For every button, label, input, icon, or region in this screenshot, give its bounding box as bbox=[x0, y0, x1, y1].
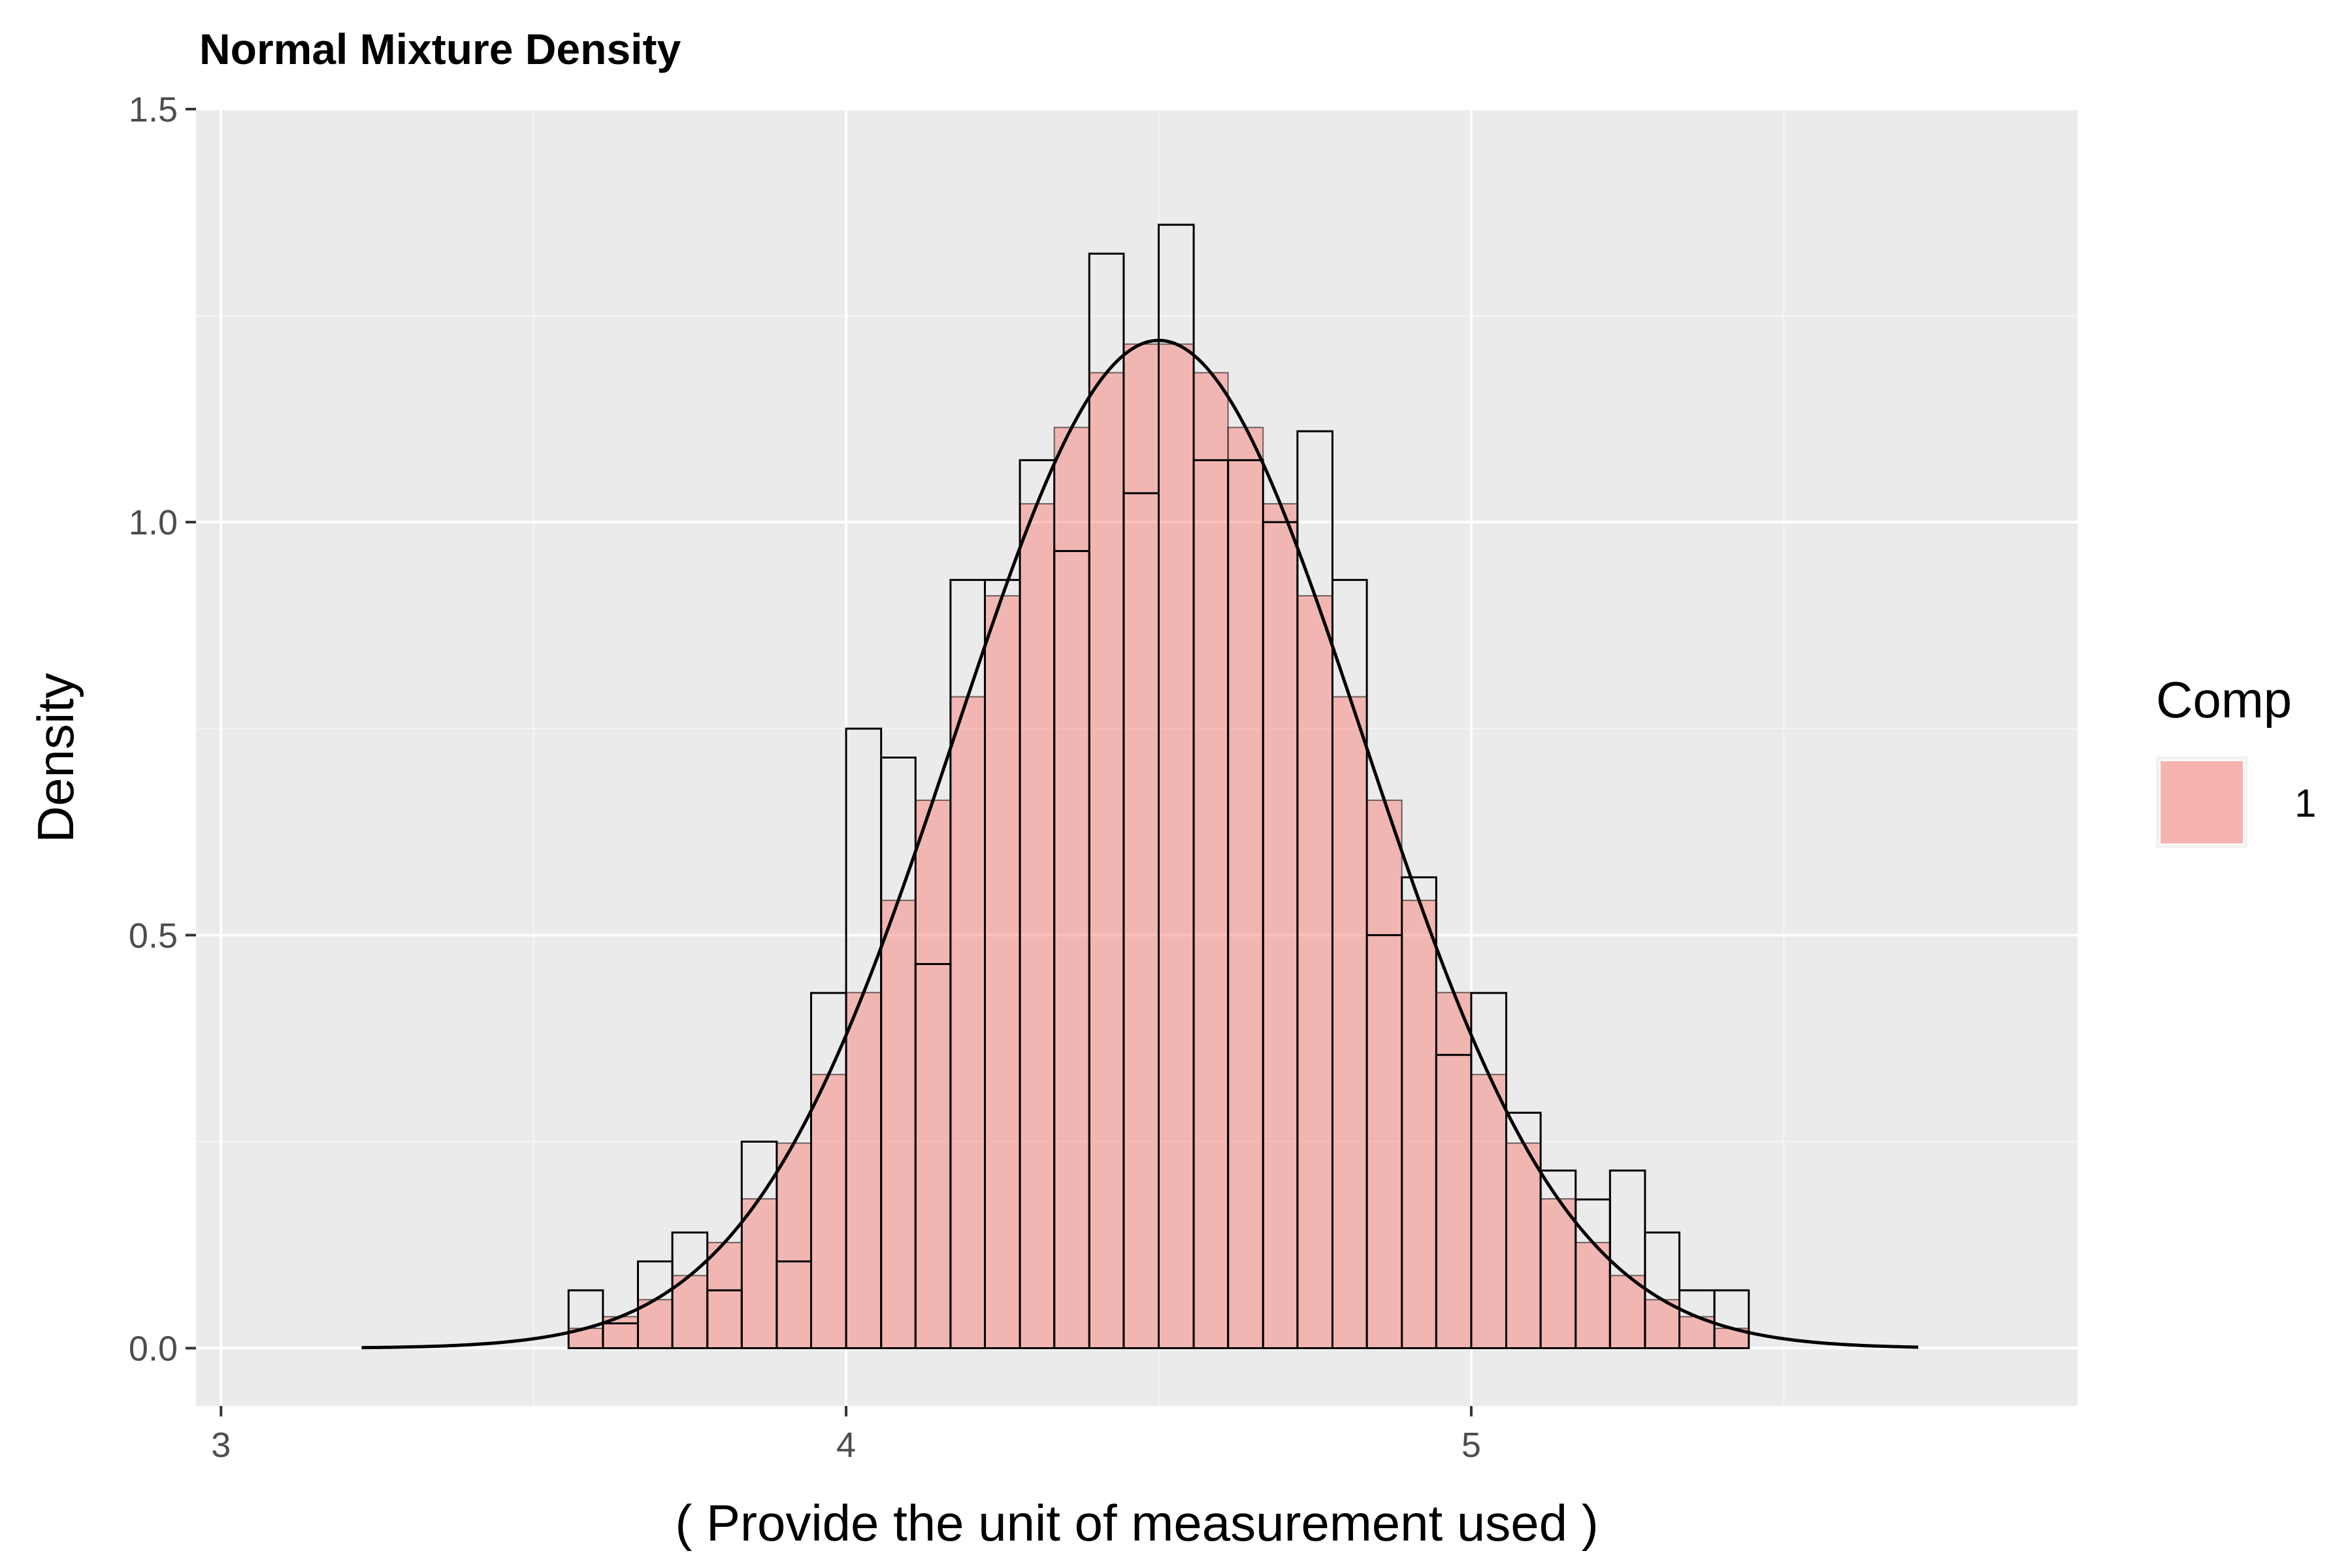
y-axis: 0.0 0.5 1.0 1.5 bbox=[129, 90, 196, 1368]
mixture-density-curve bbox=[361, 338, 1919, 1350]
component-fill-bar bbox=[880, 900, 917, 1349]
component-fill-bar bbox=[845, 992, 882, 1349]
histogram-outline bbox=[567, 223, 1750, 1349]
component-fill-bar bbox=[1505, 1142, 1542, 1349]
component-fill-bar bbox=[1435, 992, 1472, 1349]
component-fill-bar bbox=[1470, 1073, 1507, 1349]
component-fill-bar bbox=[1053, 427, 1090, 1349]
component-fill-bar bbox=[1296, 595, 1333, 1349]
chart-title: Normal Mixture Density bbox=[199, 25, 681, 73]
histogram-bar bbox=[740, 1140, 778, 1349]
legend-entries: 1 bbox=[2156, 757, 2316, 848]
histogram-bar bbox=[567, 1289, 604, 1349]
component-fill-bar bbox=[1088, 372, 1124, 1349]
component-fill-bar bbox=[1227, 427, 1264, 1349]
y-axis-label: Density bbox=[27, 673, 84, 843]
component-fill-bar bbox=[915, 799, 951, 1349]
x-tick-label: 3 bbox=[211, 1426, 231, 1465]
component-fill-bar bbox=[1366, 799, 1403, 1349]
component-fill-bar bbox=[1122, 343, 1160, 1349]
component-fill-bar bbox=[776, 1142, 812, 1349]
histogram-bar bbox=[1713, 1289, 1750, 1349]
component-fill-bar bbox=[1193, 372, 1229, 1349]
component-fill-bar bbox=[1331, 696, 1368, 1349]
component-fill-bar bbox=[1575, 1241, 1611, 1349]
x-axis: 3 4 5 bbox=[211, 1406, 1481, 1465]
x-axis-label: ( Provide the unit of measurement used ) bbox=[675, 1494, 1598, 1552]
component-fill-bar bbox=[706, 1241, 743, 1349]
component-fill-bar bbox=[984, 595, 1021, 1349]
component-fill-bar bbox=[1540, 1198, 1576, 1349]
legend-key bbox=[2159, 760, 2244, 845]
component-fill-bar bbox=[741, 1198, 777, 1349]
component-fill-bar bbox=[810, 1073, 847, 1349]
component-fill-bar bbox=[949, 696, 986, 1349]
plot-panel bbox=[196, 109, 2078, 1406]
legend: Comp 1 bbox=[2156, 671, 2316, 848]
component-fill-bar bbox=[1158, 343, 1195, 1349]
legend-label: 1 bbox=[2295, 781, 2316, 825]
x-tick-label: 4 bbox=[836, 1426, 856, 1465]
y-tick-label: 1.5 bbox=[129, 90, 178, 129]
y-tick-label: 0.0 bbox=[129, 1329, 178, 1368]
histogram-fill bbox=[568, 343, 1750, 1349]
component-fill-bar bbox=[1262, 503, 1298, 1349]
x-tick-label: 5 bbox=[1462, 1426, 1481, 1465]
legend-title: Comp bbox=[2156, 671, 2292, 728]
y-tick-label: 1.0 bbox=[129, 503, 178, 542]
component-fill-bar bbox=[1019, 503, 1055, 1349]
component-fill-bar bbox=[1401, 900, 1437, 1349]
y-tick-label: 0.5 bbox=[129, 916, 178, 955]
density-curves bbox=[361, 338, 1919, 1350]
